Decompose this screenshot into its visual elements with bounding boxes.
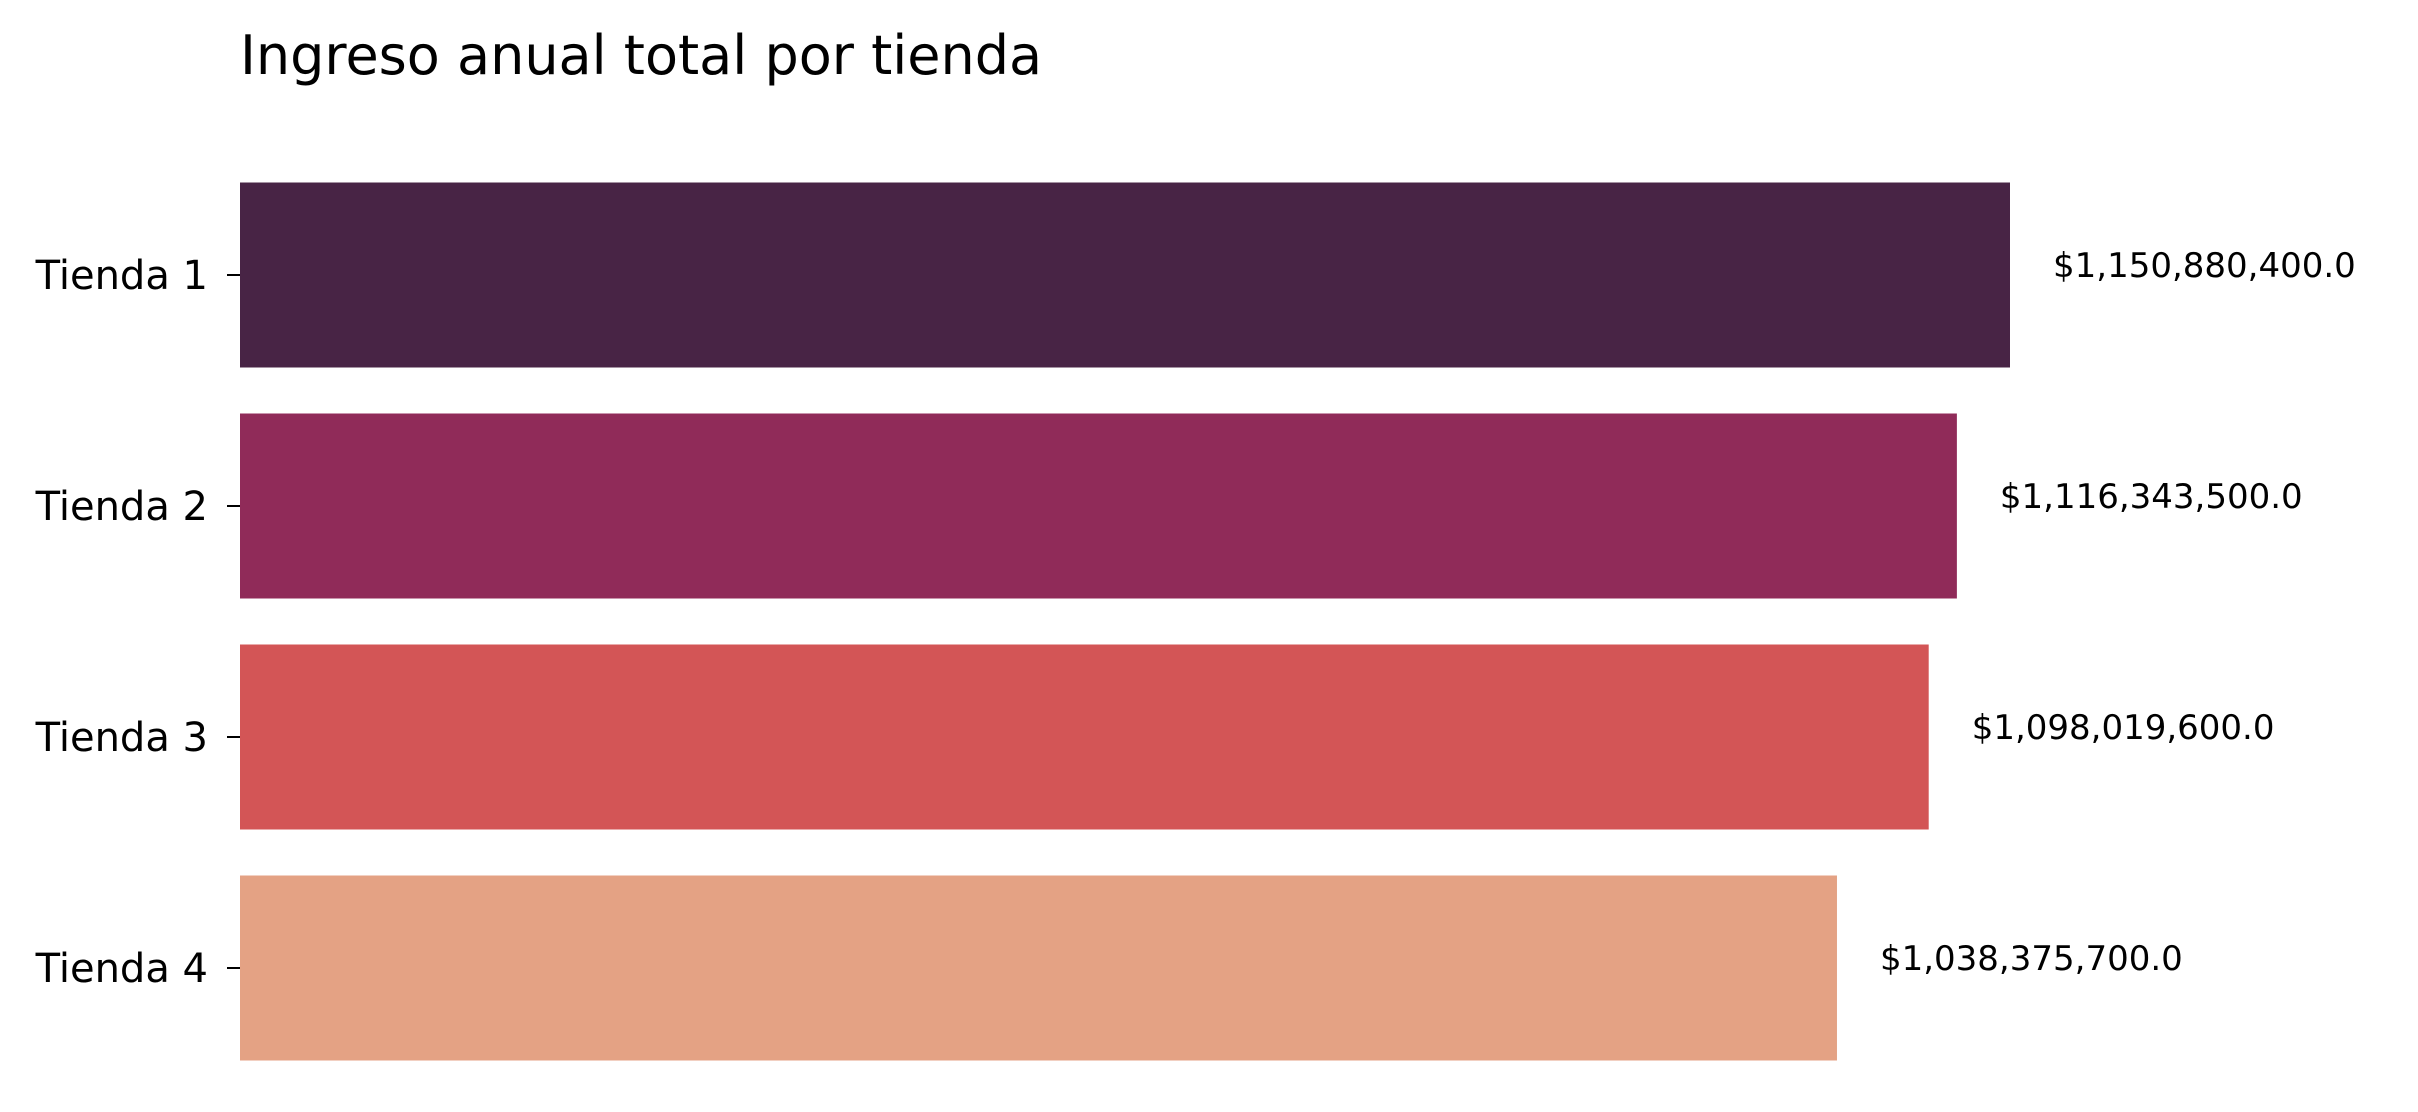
y-tick-label-1: Tienda 1 [35, 253, 208, 299]
y-axis-ticks: Tienda 1 Tienda 2 Tienda 3 Tienda 4 [35, 253, 240, 992]
y-tick-label-4: Tienda 4 [35, 946, 208, 992]
bar-3 [240, 644, 1929, 830]
bar-2 [240, 413, 1957, 599]
y-tick-label-2: Tienda 2 [35, 484, 208, 530]
bar-1 [240, 182, 2010, 368]
y-tick-label-3: Tienda 3 [35, 715, 208, 761]
value-label-1: $1,150,880,400.0 [2053, 246, 2356, 286]
bars-group [240, 182, 2010, 1061]
value-label-4: $1,038,375,700.0 [1880, 939, 2183, 979]
value-labels: $1,150,880,400.0 $1,116,343,500.0 $1,098,0… [1880, 246, 2356, 979]
value-label-2: $1,116,343,500.0 [2000, 477, 2303, 517]
bar-4 [240, 875, 1837, 1061]
value-label-3: $1,098,019,600.0 [1972, 708, 2275, 748]
chart-title: Ingreso anual total por tienda [240, 24, 1042, 87]
